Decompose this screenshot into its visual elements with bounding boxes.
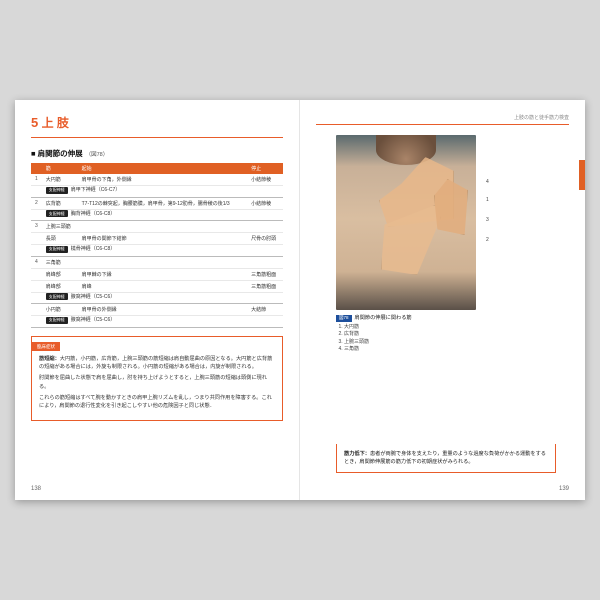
table-row: 3上腕三頭筋 — [31, 221, 283, 233]
clinical-paragraph: 筋短縮：大円筋，小円筋，広背筋，上腕三頭筋の筋短縮は肩自動屈曲の原因となる。大円… — [39, 355, 275, 372]
figure-badge: 図78 — [336, 315, 352, 322]
table-row: 小円筋肩甲骨の外側縁大結節 — [31, 304, 283, 316]
clinical-paragraph: これらの筋短縮はすべて腕を動かすときの肩甲上腕リズムを乱し，つまり共同作用を障害… — [39, 394, 275, 411]
chapter-heading: 5 上 肢 — [31, 114, 283, 131]
header-rule — [316, 124, 569, 125]
chapter-label: 上 肢 — [42, 116, 69, 130]
figure-label: 1 — [486, 197, 489, 203]
table-row: 4三角筋 — [31, 256, 283, 268]
clinical-paragraph: 肘関節を屈曲した状態で肩を屈曲し，肘を持ち上げようとすると，上腕三頭筋の短縮は頭… — [39, 374, 275, 391]
right-page: 上肢の筋と徒手筋力検査 4 1 3 2 図78肩関節の伸展に関わる筋 大円筋広背… — [300, 100, 585, 500]
legend-item: 三角筋 — [344, 346, 569, 354]
running-header: 上肢の筋と徒手筋力検査 — [514, 114, 569, 121]
page-spread: 5 上 肢 ■ 肩関節の伸展（図78） 筋 起始 停止 1大円筋肩甲骨の下角，外… — [15, 100, 585, 500]
legend-item: 大円筋 — [344, 324, 569, 332]
table-row: 1大円筋肩甲骨の下角，外側縁小結節稜 — [31, 174, 283, 186]
table-row: 肩峰部肩甲棘の下縁三角筋粗面 — [31, 268, 283, 280]
nerve-row: 支配神経肩甲下神経（C6-C7） — [31, 186, 283, 198]
figure-legend: 大円筋広背筋上腕三頭筋三角筋 — [344, 324, 569, 354]
table-row: 肩峰部肩峰三角筋粗面 — [31, 280, 283, 292]
figure-image — [336, 135, 476, 310]
figure-78: 4 1 3 2 図78肩関節の伸展に関わる筋 大円筋広背筋上腕三頭筋三角筋 — [316, 135, 569, 354]
chapter-number: 5 — [31, 115, 38, 130]
legend-item: 広背筋 — [344, 331, 569, 339]
nerve-row: 支配神経橈骨神経（C6-C8） — [31, 245, 283, 257]
side-tab — [579, 160, 585, 190]
table-header-row: 筋 起始 停止 — [31, 163, 283, 174]
clinical-box: 臨床症状 筋短縮：大円筋，小円筋，広背筋，上腕三頭筋の筋短縮は肩自動屈曲の原因と… — [31, 336, 283, 421]
page-number-right: 139 — [559, 486, 569, 492]
nerve-row: 支配神経腋窩神経（C5-C6） — [31, 316, 283, 328]
section-title: ■ 肩関節の伸展（図78） — [31, 148, 283, 159]
weakness-lead: 筋力低下： — [344, 451, 370, 457]
figure-label: 3 — [486, 217, 489, 223]
figure-label: 2 — [486, 237, 489, 243]
left-page: 5 上 肢 ■ 肩関節の伸展（図78） 筋 起始 停止 1大円筋肩甲骨の下角，外… — [15, 100, 300, 500]
clinical-box-tag: 臨床症状 — [32, 342, 60, 351]
table-row: 2広背筋T7-T12の棘突起，胸腰筋膜，肩甲骨，第9-12肋骨，腸骨稜の後1/3… — [31, 197, 283, 209]
figure-caption: 図78肩関節の伸展に関わる筋 — [336, 314, 569, 322]
table-row: 長頭肩甲骨の関節下結節尺骨の肘頭 — [31, 233, 283, 245]
weakness-box: 筋力低下：患者が両腕で身体を支えたり，重量のような過度な負荷がかかる運動をすると… — [336, 444, 556, 474]
page-number-left: 138 — [31, 486, 41, 492]
nerve-row: 支配神経胸背神経（C6-C8） — [31, 209, 283, 221]
legend-item: 上腕三頭筋 — [344, 339, 569, 347]
muscle-table: 筋 起始 停止 1大円筋肩甲骨の下角，外側縁小結節稜支配神経肩甲下神経（C6-C… — [31, 163, 283, 328]
nerve-row: 支配神経腋窩神経（C5-C6） — [31, 292, 283, 304]
chapter-rule — [31, 137, 283, 138]
figure-label: 4 — [486, 179, 489, 185]
